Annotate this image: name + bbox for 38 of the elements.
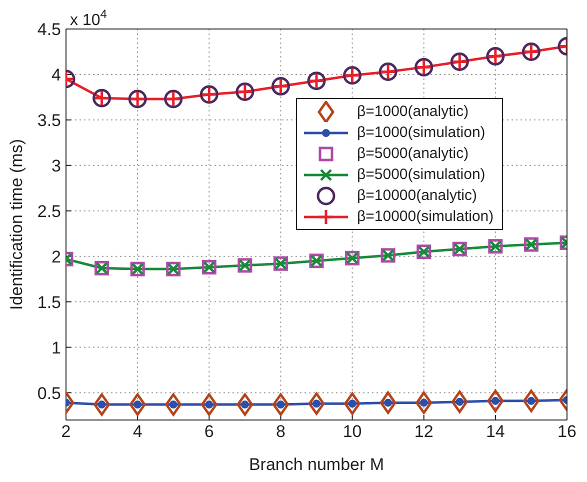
point [308, 392, 325, 415]
y-tick-label: 3.5 [37, 110, 61, 130]
y-tick-label: 1.5 [37, 292, 61, 312]
point [236, 393, 254, 416]
point [344, 392, 361, 415]
legend-label: β=5000(simulation) [357, 166, 486, 183]
point [380, 391, 396, 414]
point [451, 390, 468, 414]
point [272, 393, 289, 416]
y-tick-label: 4.5 [37, 20, 61, 40]
point [487, 390, 504, 412]
x-tick-label: 10 [342, 422, 362, 442]
legend-label: β=10000(simulation) [357, 208, 494, 225]
x-axis-title: Branch number M [248, 455, 384, 474]
y-tick-label: 2 [52, 247, 61, 266]
point [129, 393, 146, 416]
x-tick-label: 12 [414, 422, 434, 442]
x-tick-label: 6 [204, 422, 214, 442]
legend-label: β=5000(analytic) [357, 145, 469, 162]
point [416, 391, 432, 414]
legend-label: β=10000(analytic) [357, 187, 477, 204]
point [200, 393, 218, 416]
point [165, 393, 182, 416]
annotation: x 10$^{4}$ [70, 7, 108, 29]
legend-label: β=1000(analytic) [357, 103, 469, 120]
y-tick-label: 1 [52, 338, 61, 358]
legend-label: β=1000(simulation) [357, 124, 486, 141]
point [94, 393, 110, 416]
x-tick-label: 14 [486, 422, 505, 442]
y-tick-label: 0.5 [37, 384, 61, 403]
y-axis-title: Identification time (ms) [7, 139, 26, 310]
x-tick-label: 4 [132, 422, 142, 442]
x-tick-label: 16 [558, 422, 576, 442]
x-tick-label: 8 [276, 422, 286, 442]
y-tick-label: 3 [52, 156, 61, 176]
y-tick-label: 4 [52, 66, 61, 84]
point [522, 390, 540, 412]
y-tick-label: 2.5 [37, 202, 61, 221]
